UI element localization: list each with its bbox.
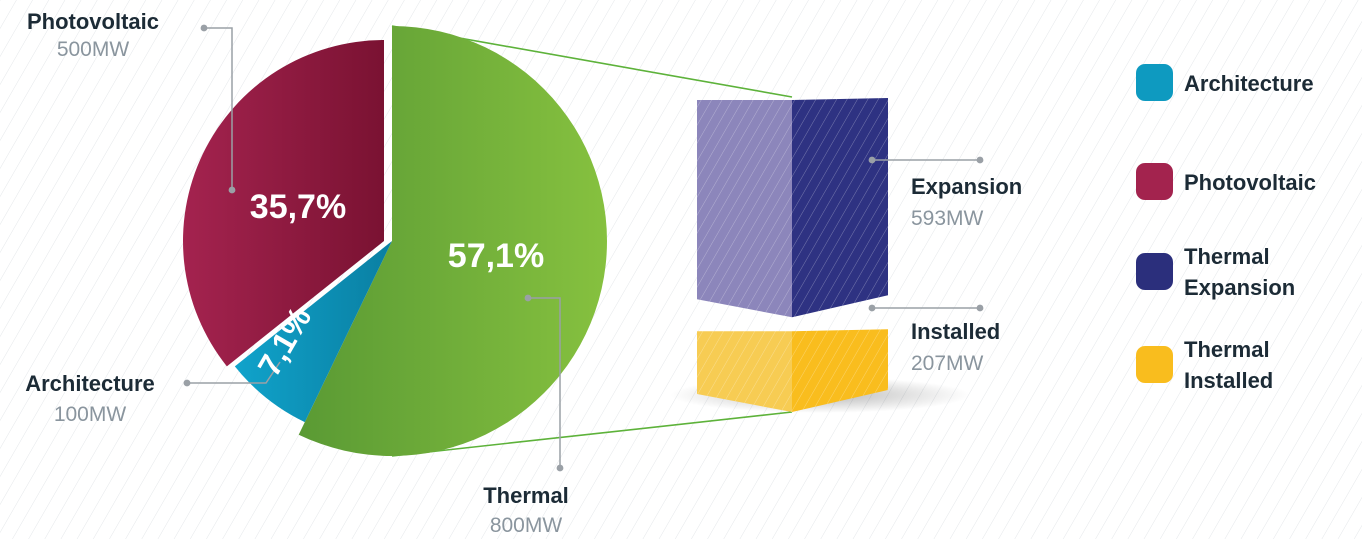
dot-installed-a — [868, 304, 876, 312]
label-photovoltaic-name: Photovoltaic — [27, 9, 159, 34]
dot-thermal-a — [524, 294, 532, 302]
legend: Architecture Photovoltaic Thermal Expans… — [1136, 64, 1316, 393]
legend-swatch-thermal-expansion — [1136, 253, 1173, 290]
callout-dots — [183, 24, 984, 472]
legend-swatch-architecture — [1136, 64, 1173, 101]
legend-swatch-photovoltaic — [1136, 163, 1173, 200]
pie-slice-photovoltaic — [183, 40, 384, 367]
dot-photovoltaic-b — [228, 186, 236, 194]
legend-label-thermal-expansion-line2: Expansion — [1184, 275, 1295, 300]
label-thermal-value: 800MW — [490, 514, 563, 537]
label-expansion-name: Expansion — [911, 174, 1022, 199]
legend-label-thermal-installed-line2: Installed — [1184, 368, 1273, 393]
legend-label-architecture: Architecture — [1184, 71, 1314, 96]
legend-label-thermal-installed-line1: Thermal — [1184, 337, 1270, 362]
leader-thermal — [528, 297, 561, 468]
pie-slice-thermal — [298, 26, 607, 456]
dot-expansion-a — [868, 156, 876, 164]
dot-expansion-b — [976, 156, 984, 164]
connector-bottom — [391, 411, 793, 457]
callout-lines — [187, 27, 980, 468]
block-expansion-texture — [697, 98, 888, 318]
dot-photovoltaic-a — [200, 24, 208, 32]
label-photovoltaic-value: 500MW — [57, 38, 130, 61]
percent-label-photovoltaic: 35,7% — [250, 188, 346, 226]
label-expansion-value: 593MW — [911, 207, 984, 230]
legend-label-photovoltaic: Photovoltaic — [1184, 170, 1316, 195]
dot-thermal-b — [556, 464, 564, 472]
dot-installed-b — [976, 304, 984, 312]
pie-slice-architecture — [234, 241, 392, 423]
label-thermal-name: Thermal — [483, 483, 569, 508]
stacked-bar — [697, 98, 888, 412]
percent-label-thermal: 57,1% — [448, 237, 544, 275]
leader-photovoltaic — [204, 27, 233, 190]
pie-chart — [183, 26, 607, 456]
label-architecture-name: Architecture — [25, 371, 155, 396]
label-installed-name: Installed — [911, 319, 1000, 344]
label-architecture-value: 100MW — [54, 403, 127, 426]
label-installed-value: 207MW — [911, 352, 984, 375]
legend-label-thermal-expansion-line1: Thermal — [1184, 244, 1270, 269]
leader-architecture — [187, 361, 281, 384]
legend-swatch-thermal-installed — [1136, 346, 1173, 383]
block-installed-texture — [697, 329, 888, 412]
dot-architecture — [183, 379, 191, 387]
